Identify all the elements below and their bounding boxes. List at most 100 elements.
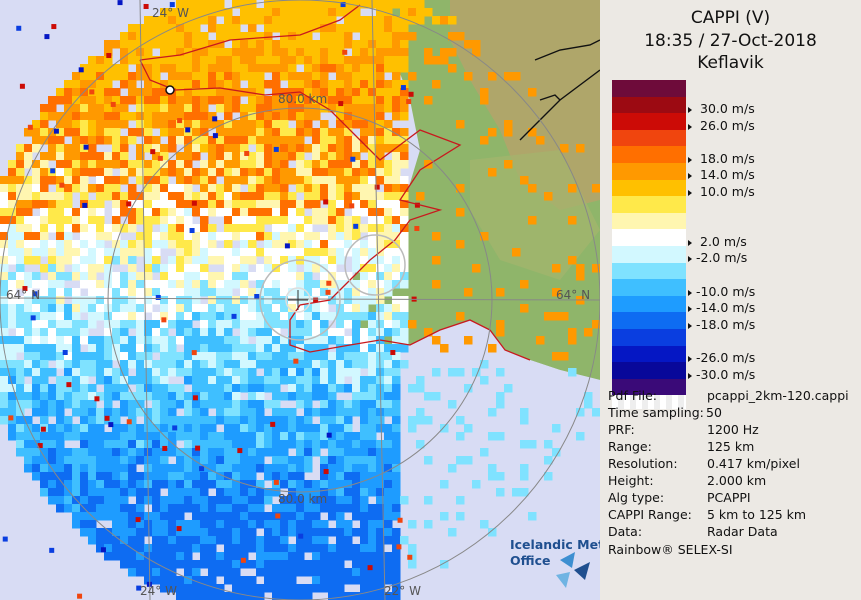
echo-cell [216, 200, 225, 209]
echo-cell [336, 144, 345, 153]
echo-cell [360, 536, 369, 545]
echo-cell [56, 248, 65, 257]
echo-cell-strong [157, 155, 163, 161]
echo-cell [352, 176, 361, 185]
echo-cell [112, 248, 121, 257]
echo-cell [392, 128, 401, 137]
echo-cell [24, 192, 33, 201]
echo-cell [0, 272, 9, 281]
echo-cell [336, 472, 345, 481]
echo-cell [368, 136, 377, 145]
echo-cell [104, 432, 113, 441]
echo-cell [392, 280, 401, 289]
echo-cell [208, 120, 217, 129]
echo-cell [144, 544, 153, 553]
legend-tick [688, 289, 692, 296]
echo-cell [184, 264, 193, 273]
echo-cell [16, 376, 25, 385]
echo-cell [128, 344, 137, 353]
echo-cell [40, 432, 49, 441]
echo-cell [264, 584, 273, 593]
echo-cell [184, 392, 193, 401]
echo-cell [224, 392, 233, 401]
echo-cell [456, 208, 465, 217]
echo-cell [200, 528, 209, 537]
echo-cell [456, 240, 465, 249]
echo-cell [128, 336, 137, 345]
echo-cell [360, 544, 369, 553]
echo-cell [264, 424, 273, 433]
echo-cell [200, 416, 209, 425]
echo-cell [240, 544, 249, 553]
echo-cell [200, 32, 209, 41]
echo-cell [136, 512, 145, 521]
echo-cell [56, 232, 65, 241]
echo-cell [184, 224, 193, 233]
echo-cell [232, 136, 241, 145]
lon-label-bottom-left: 24° W [140, 584, 177, 598]
echo-cell [128, 440, 137, 449]
echo-cell [184, 8, 193, 17]
echo-cell [280, 88, 289, 97]
echo-cell [392, 112, 401, 121]
echo-cell [224, 160, 233, 169]
echo-cell [248, 312, 257, 321]
echo-cell [120, 400, 129, 409]
echo-cell [360, 312, 369, 321]
echo-cell [120, 96, 129, 105]
echo-cell [376, 240, 385, 249]
echo-cell [40, 392, 49, 401]
echo-cell [312, 8, 321, 17]
echo-cell [48, 240, 57, 249]
echo-cell [328, 488, 337, 497]
echo-cell [264, 48, 273, 57]
echo-cell [240, 584, 249, 593]
echo-cell [312, 256, 321, 265]
echo-cell [168, 480, 177, 489]
echo-cell [344, 96, 353, 105]
echo-cell [232, 344, 241, 353]
info-key: Data: [608, 524, 643, 539]
echo-cell [176, 16, 185, 25]
echo-cell [264, 472, 273, 481]
echo-cell [184, 360, 193, 369]
echo-cell [264, 176, 273, 185]
echo-cell [128, 456, 137, 465]
echo-cell [248, 480, 257, 489]
echo-cell-strong [325, 289, 331, 295]
echo-cell [368, 568, 377, 577]
echo-cell [352, 544, 361, 553]
echo-cell [224, 544, 233, 553]
echo-cell-strong [27, 124, 33, 130]
echo-cell [520, 464, 529, 473]
echo-cell [304, 336, 313, 345]
echo-cell [256, 208, 265, 217]
echo-cell [128, 224, 137, 233]
echo-cell [40, 352, 49, 361]
echo-cell [336, 416, 345, 425]
echo-cell [264, 104, 273, 113]
echo-cell [176, 48, 185, 57]
echo-cell [384, 240, 393, 249]
echo-cell [288, 48, 297, 57]
echo-cell [272, 312, 281, 321]
echo-cell [56, 144, 65, 153]
echo-cell [376, 224, 385, 233]
echo-cell [328, 400, 337, 409]
echo-cell [48, 320, 57, 329]
echo-cell [176, 312, 185, 321]
echo-cell [216, 384, 225, 393]
echo-cell [328, 456, 337, 465]
echo-cell [552, 352, 561, 361]
echo-cell [24, 200, 33, 209]
echo-cell [64, 192, 73, 201]
echo-cell [296, 352, 305, 361]
echo-cell [136, 248, 145, 257]
echo-cell [312, 584, 321, 593]
echo-cell [368, 544, 377, 553]
echo-cell [56, 376, 65, 385]
echo-cell [280, 472, 289, 481]
echo-cell [272, 184, 281, 193]
echo-cell [336, 584, 345, 593]
echo-cell [368, 32, 377, 41]
